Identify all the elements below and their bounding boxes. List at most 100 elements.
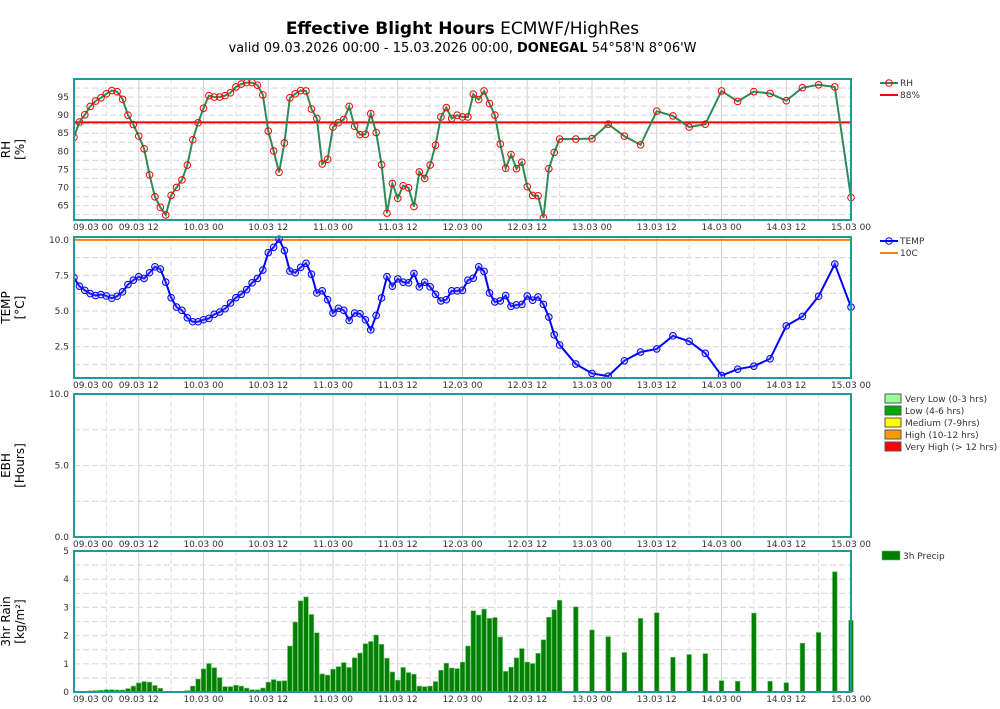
- rh-point: [426, 161, 434, 169]
- rh-point: [620, 132, 629, 140]
- rh-point: [118, 95, 127, 104]
- x-tick-label: 12.03 12: [507, 540, 547, 550]
- rh-point: [280, 139, 289, 147]
- y-axis-label: TEMP[°C]: [0, 291, 27, 325]
- rh-point: [102, 90, 111, 98]
- precip-bar: [670, 657, 676, 692]
- y-tick-label: 5.0: [55, 307, 70, 317]
- rh-point: [156, 203, 165, 212]
- rh-point: [539, 214, 548, 220]
- x-tick-label: 09.03 00: [73, 381, 113, 391]
- temp-point: [329, 309, 337, 317]
- y-tick-label: 7.5: [55, 271, 69, 281]
- legend-label: Medium (7-9hrs): [905, 419, 980, 429]
- x-tick-label: 12.03 12: [507, 223, 547, 233]
- precip-bar: [130, 685, 136, 692]
- temp-point: [469, 274, 478, 282]
- x-tick-label: 15.03 00: [831, 695, 871, 705]
- x-tick-label: 13.03 12: [637, 381, 677, 391]
- temp-point: [75, 282, 84, 290]
- panel-temp: 2.5 5.0 7.5 10.0 09.03 00 09.03 12 10.03 00 10.…: [0, 235, 925, 391]
- temp-point: [733, 365, 742, 373]
- legend-label: 88%: [900, 91, 920, 101]
- precip-bar: [486, 618, 493, 692]
- rh-point: [782, 96, 791, 105]
- precip-bar: [432, 681, 439, 692]
- panel-3hr-rain: 0 1 2 3 4 5 09.03 00 09.03 12 10.03 00 10.03 12 11…: [0, 547, 945, 705]
- precip-bar: [244, 687, 250, 692]
- precip-bar: [395, 679, 401, 692]
- temp-point: [259, 266, 267, 274]
- y-tick-label: 75: [58, 165, 69, 175]
- rh-point: [356, 130, 364, 139]
- precip-bar: [314, 632, 320, 692]
- plot-area: [87, 571, 854, 692]
- rh-point: [237, 80, 246, 88]
- temp-point: [782, 322, 791, 330]
- precip-bar: [109, 689, 115, 692]
- rh-point: [334, 118, 343, 127]
- rh-point: [313, 114, 321, 123]
- rh-point: [113, 87, 121, 96]
- temp-point: [442, 295, 451, 304]
- precip-bar: [427, 685, 433, 692]
- rh-point: [151, 193, 159, 201]
- precip-bar: [195, 678, 201, 692]
- precip-bar: [816, 632, 822, 692]
- precip-bar: [362, 643, 368, 692]
- x-tick-label: 09.03 00: [73, 223, 113, 233]
- temp-point: [539, 300, 548, 309]
- rh-point: [307, 105, 316, 113]
- y-tick-label: 2: [63, 632, 69, 642]
- rh-point: [458, 113, 467, 121]
- precip-bar: [308, 614, 315, 692]
- rh-point: [329, 123, 337, 131]
- precip-bar: [265, 681, 271, 692]
- x-tick-label: 13.03 12: [637, 223, 677, 233]
- temp-point: [431, 290, 440, 299]
- precip-bar: [497, 636, 503, 692]
- precip-bar: [832, 571, 838, 692]
- rh-point: [253, 81, 262, 89]
- precip-bar: [357, 652, 363, 692]
- precip-bar: [557, 600, 563, 692]
- precip-bar: [319, 673, 325, 692]
- precip-bar: [454, 668, 460, 692]
- precip-bar: [249, 689, 255, 692]
- temp-point: [555, 341, 564, 349]
- y-axis-label-unit: [%]: [13, 139, 27, 160]
- rh-point: [205, 91, 213, 100]
- y-tick-label: 2.5: [55, 343, 69, 353]
- rh-point: [97, 94, 105, 102]
- precip-bar: [416, 685, 422, 692]
- rh-point: [798, 83, 807, 92]
- temp-point: [447, 287, 456, 295]
- temp-point: [188, 317, 197, 326]
- temp-point: [291, 268, 300, 277]
- x-tick-label: 10.03 12: [248, 540, 288, 550]
- temp-point: [156, 265, 165, 273]
- rh-point: [442, 103, 451, 112]
- rh-point: [124, 111, 132, 119]
- legend-swatch: [884, 405, 902, 416]
- rh-point: [523, 182, 532, 191]
- rh-point: [269, 147, 278, 155]
- precip-bar: [276, 680, 282, 692]
- temp-point: [717, 371, 726, 378]
- precip-bar: [222, 686, 228, 692]
- precip-bar: [298, 600, 304, 692]
- temp-point: [485, 289, 494, 297]
- legend-label: Low (4-6 hrs): [905, 407, 964, 417]
- precip-bar: [783, 682, 789, 692]
- rh-point: [318, 160, 327, 168]
- temp-point: [345, 316, 353, 325]
- temp-point: [80, 286, 89, 295]
- temp-point: [280, 246, 289, 255]
- x-tick-label: 10.03 00: [183, 695, 223, 705]
- rh-point: [74, 133, 78, 142]
- temp-point: [426, 283, 434, 291]
- panel-frame: [73, 236, 852, 379]
- precip-bar: [735, 680, 741, 692]
- legend-label: 10C: [900, 249, 918, 259]
- legend-marker: [885, 79, 893, 87]
